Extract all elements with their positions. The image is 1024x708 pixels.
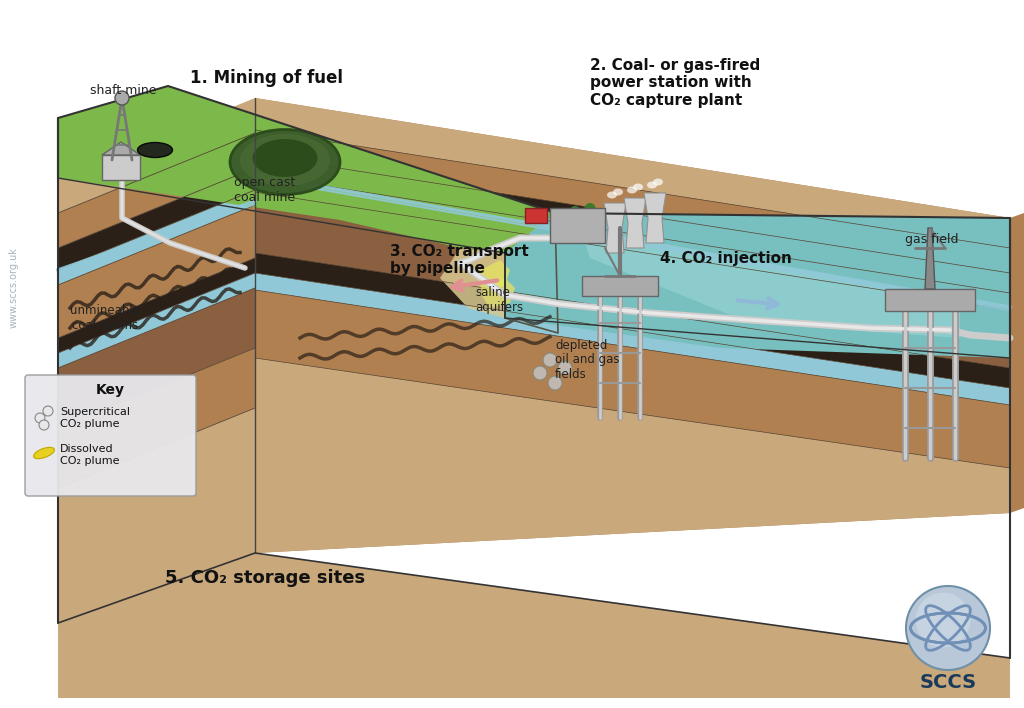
Polygon shape xyxy=(255,155,1010,293)
Ellipse shape xyxy=(230,130,340,195)
Polygon shape xyxy=(58,258,255,353)
Text: www.sccs.org.uk: www.sccs.org.uk xyxy=(9,248,19,329)
Circle shape xyxy=(915,593,971,647)
Ellipse shape xyxy=(137,142,172,157)
Text: shaft mine: shaft mine xyxy=(90,84,157,96)
Polygon shape xyxy=(58,168,255,270)
Ellipse shape xyxy=(569,206,581,220)
Text: unmineable
coal seams: unmineable coal seams xyxy=(70,304,140,332)
Polygon shape xyxy=(480,278,515,308)
Ellipse shape xyxy=(584,203,596,217)
Polygon shape xyxy=(604,203,626,253)
Bar xyxy=(582,276,658,296)
Circle shape xyxy=(543,353,557,367)
Polygon shape xyxy=(58,98,255,213)
Circle shape xyxy=(39,420,49,430)
Circle shape xyxy=(534,366,547,380)
Bar xyxy=(525,208,547,223)
Ellipse shape xyxy=(613,188,623,195)
Ellipse shape xyxy=(34,447,54,459)
Polygon shape xyxy=(58,348,255,488)
Polygon shape xyxy=(58,553,1010,698)
Ellipse shape xyxy=(647,181,657,188)
Polygon shape xyxy=(644,193,666,243)
Text: Key: Key xyxy=(95,383,125,397)
Text: gas field: gas field xyxy=(905,234,958,246)
FancyBboxPatch shape xyxy=(25,375,196,496)
Polygon shape xyxy=(255,130,1010,273)
Text: SCCS: SCCS xyxy=(920,673,977,692)
Polygon shape xyxy=(255,253,1010,388)
Polygon shape xyxy=(58,190,255,285)
Polygon shape xyxy=(58,288,255,428)
Polygon shape xyxy=(1010,213,1024,513)
Text: 1. Mining of fuel: 1. Mining of fuel xyxy=(190,69,343,87)
Circle shape xyxy=(906,586,990,670)
Circle shape xyxy=(43,406,53,416)
Polygon shape xyxy=(255,192,1010,368)
Polygon shape xyxy=(925,228,935,289)
Polygon shape xyxy=(58,133,255,248)
Polygon shape xyxy=(255,273,1010,405)
Text: 4. CO₂ injection: 4. CO₂ injection xyxy=(660,251,792,266)
Circle shape xyxy=(35,413,45,423)
Ellipse shape xyxy=(627,186,637,193)
Text: saline
aquifers: saline aquifers xyxy=(475,286,523,314)
Circle shape xyxy=(558,361,572,375)
Polygon shape xyxy=(440,248,505,318)
Text: 2. Coal- or gas-fired
power station with
CO₂ capture plant: 2. Coal- or gas-fired power station with… xyxy=(590,58,760,108)
Polygon shape xyxy=(255,358,1010,553)
Ellipse shape xyxy=(607,191,617,198)
Ellipse shape xyxy=(253,139,317,177)
Bar xyxy=(885,289,975,311)
Bar xyxy=(550,208,605,243)
Circle shape xyxy=(115,91,129,105)
Polygon shape xyxy=(580,228,961,338)
Ellipse shape xyxy=(653,178,663,185)
Polygon shape xyxy=(102,142,140,155)
Text: open cast
coal mine: open cast coal mine xyxy=(234,176,296,204)
Polygon shape xyxy=(58,273,255,368)
Circle shape xyxy=(548,376,562,390)
Polygon shape xyxy=(624,198,646,248)
Ellipse shape xyxy=(240,134,330,186)
Bar xyxy=(102,155,140,180)
Polygon shape xyxy=(58,408,255,623)
Polygon shape xyxy=(58,86,555,253)
Polygon shape xyxy=(505,213,1010,358)
Text: Supercritical
CO₂ plume: Supercritical CO₂ plume xyxy=(60,407,130,429)
Text: 5. CO₂ storage sites: 5. CO₂ storage sites xyxy=(165,569,366,587)
Ellipse shape xyxy=(633,183,643,190)
Polygon shape xyxy=(475,260,510,290)
Polygon shape xyxy=(255,98,1010,248)
Polygon shape xyxy=(58,205,255,338)
Text: depleted
oil and gas
fields: depleted oil and gas fields xyxy=(555,338,620,382)
Ellipse shape xyxy=(594,208,606,222)
Text: 3. CO₂ transport
by pipeline: 3. CO₂ transport by pipeline xyxy=(390,244,528,276)
Text: Dissolved
CO₂ plume: Dissolved CO₂ plume xyxy=(60,444,120,466)
Polygon shape xyxy=(255,290,1010,468)
Polygon shape xyxy=(255,98,1010,553)
Polygon shape xyxy=(255,175,1010,310)
